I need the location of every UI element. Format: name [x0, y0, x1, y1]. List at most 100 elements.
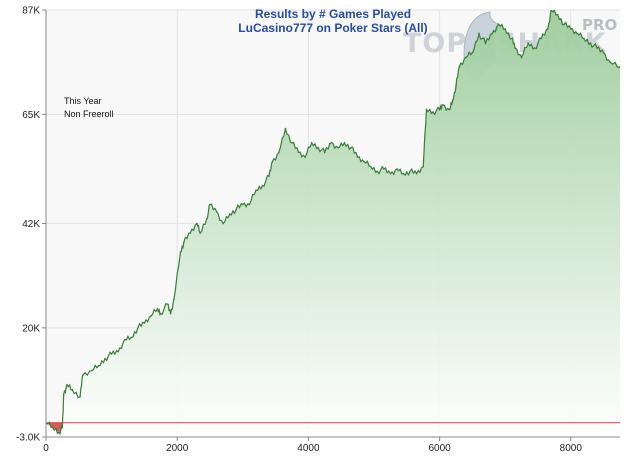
- data-point: [432, 111, 434, 113]
- x-tick-label: 4000: [297, 443, 320, 454]
- data-point: [205, 217, 208, 220]
- y-tick-label: 87K: [22, 6, 40, 17]
- data-point: [350, 146, 352, 149]
- data-point: [62, 393, 65, 396]
- data-point: [104, 357, 106, 360]
- data-point: [471, 51, 474, 54]
- data-point: [547, 28, 549, 30]
- data-point: [619, 66, 620, 68]
- data-point: [130, 336, 133, 339]
- data-point: [91, 369, 93, 372]
- data-point: [389, 172, 392, 175]
- data-point: [563, 23, 566, 26]
- data-point: [284, 127, 287, 130]
- data-point: [255, 189, 257, 192]
- data-point: [396, 168, 398, 170]
- data-point: [402, 172, 405, 175]
- data-point: [484, 42, 487, 45]
- chart-subtitle: LuCasino777 on Poker Stars (All): [238, 21, 427, 35]
- data-point: [150, 315, 152, 317]
- data-point: [242, 203, 244, 206]
- data-point: [491, 32, 493, 35]
- data-point: [409, 170, 411, 173]
- data-point: [596, 47, 598, 49]
- data-point: [297, 151, 300, 154]
- data-point: [304, 156, 306, 158]
- data-point: [271, 161, 274, 163]
- data-point: [182, 241, 185, 244]
- data-point: [189, 232, 192, 234]
- data-point: [570, 28, 572, 30]
- y-tick-label: 20K: [22, 323, 40, 334]
- data-point: [196, 222, 198, 225]
- data-point: [438, 108, 441, 111]
- data-point: [583, 37, 585, 40]
- data-point: [422, 165, 425, 168]
- data-point: [317, 146, 320, 149]
- data-point: [235, 208, 238, 211]
- data-point: [465, 56, 467, 59]
- data-point: [330, 142, 333, 144]
- data-point: [337, 146, 339, 149]
- data-point: [369, 165, 372, 168]
- data-point: [166, 303, 169, 305]
- filter-note-type: Non Freeroll: [64, 109, 114, 119]
- data-point: [425, 108, 428, 111]
- x-tick-label: 0: [43, 443, 49, 454]
- data-point: [228, 213, 231, 215]
- data-point: [497, 23, 500, 26]
- data-point: [540, 37, 543, 40]
- data-point: [383, 168, 385, 170]
- data-point: [589, 42, 592, 45]
- data-point: [520, 56, 523, 59]
- data-point: [248, 203, 251, 206]
- data-point: [510, 37, 513, 40]
- data-point: [268, 175, 270, 177]
- series-points: [46, 10, 620, 434]
- cumulative-results-area: [46, 10, 620, 437]
- data-point: [110, 353, 113, 355]
- data-point: [533, 47, 536, 49]
- y-tick-label: 65K: [22, 110, 40, 121]
- data-point: [199, 232, 201, 234]
- svg-text:PRO: PRO: [582, 16, 617, 34]
- data-point: [363, 161, 365, 163]
- data-point: [137, 327, 139, 329]
- data-point: [458, 66, 461, 68]
- data-point: [376, 170, 379, 173]
- svg-text:TOP: TOP: [403, 28, 467, 59]
- data-point: [455, 85, 457, 87]
- data-point: [61, 426, 64, 429]
- data-point: [343, 142, 346, 144]
- data-point: [448, 108, 451, 111]
- data-point: [160, 312, 162, 315]
- y-tick-label: -3.0K: [16, 433, 40, 444]
- data-point: [504, 28, 507, 30]
- data-point: [179, 251, 182, 253]
- y-tick-label: 42K: [22, 219, 40, 230]
- data-point: [556, 13, 559, 16]
- data-point: [222, 222, 224, 225]
- data-point: [169, 312, 172, 315]
- data-point: [514, 47, 516, 49]
- data-point: [66, 384, 68, 386]
- data-point: [261, 184, 264, 187]
- data-point: [97, 365, 100, 367]
- data-point: [478, 32, 480, 35]
- data-point: [415, 172, 418, 175]
- data-point: [81, 374, 84, 377]
- x-tick-label: 8000: [560, 443, 583, 454]
- data-point: [550, 10, 552, 11]
- data-point: [71, 388, 74, 391]
- y-axis-ticks: -3.0K 20K 42K 65K 87K: [16, 6, 46, 444]
- data-point: [310, 142, 313, 144]
- data-point: [576, 32, 579, 35]
- data-point: [117, 350, 119, 353]
- data-point: [209, 203, 211, 206]
- data-point: [291, 142, 293, 144]
- data-point: [442, 104, 444, 106]
- data-point: [123, 338, 126, 341]
- data-point: [143, 322, 146, 324]
- data-point: [51, 426, 54, 429]
